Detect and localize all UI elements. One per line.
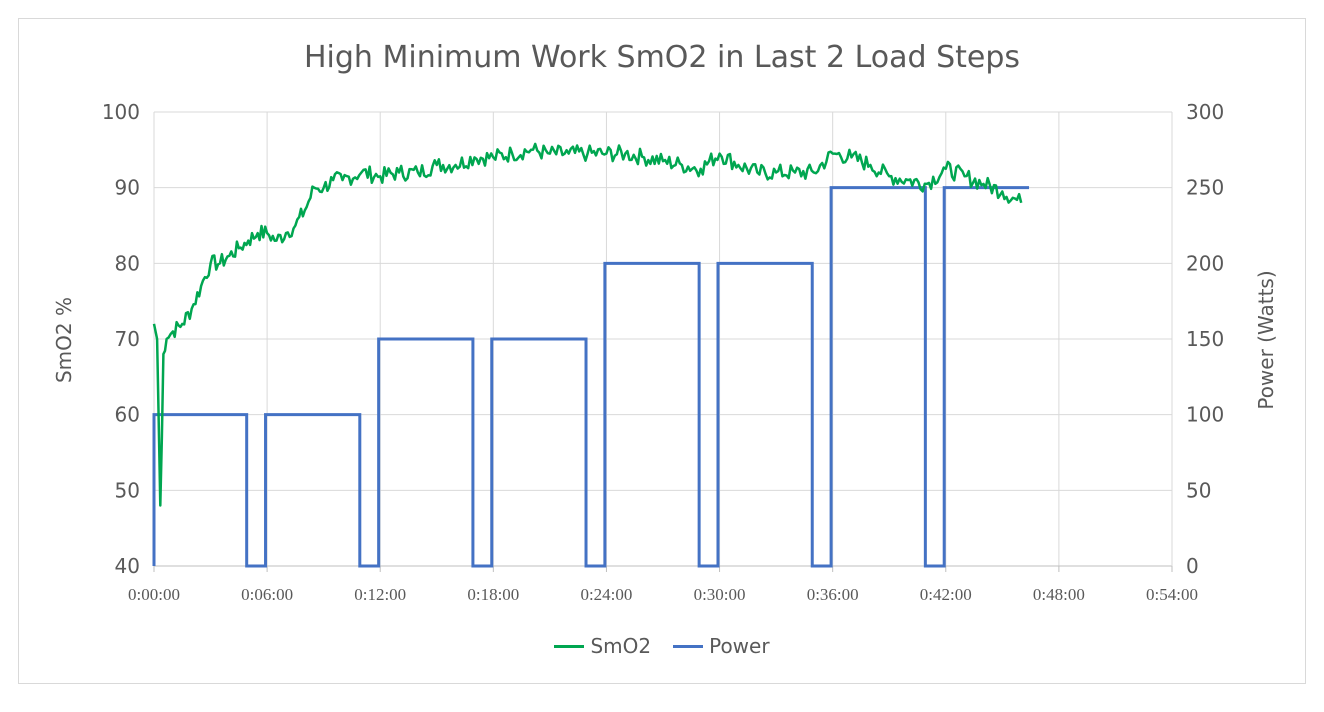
y-left-tick-label: 40	[115, 554, 140, 578]
x-tick-label: 0:06:00	[241, 585, 293, 604]
legend: SmO2 Power	[0, 634, 1324, 658]
legend-item-smo2: SmO2	[554, 634, 651, 658]
x-tick-label: 0:18:00	[467, 585, 519, 604]
x-tick-label: 0:00:00	[128, 585, 180, 604]
y-left-tick-label: 90	[115, 176, 140, 200]
legend-swatch-smo2	[554, 644, 585, 648]
grid-lines	[153, 111, 1173, 567]
x-tick-label: 0:48:00	[1033, 585, 1085, 604]
chart-frame	[18, 18, 1306, 684]
x-tick-label: 0:36:00	[807, 585, 859, 604]
x-tick-label: 0:30:00	[694, 585, 746, 604]
y-axis-left-title: SmO2 %	[52, 296, 76, 384]
x-tick-label: 0:12:00	[354, 585, 406, 604]
y-right-tick-label: 150	[1186, 327, 1224, 351]
y-left-tick-label: 80	[115, 251, 140, 275]
y-right-tick-label: 200	[1186, 251, 1224, 275]
x-tick-label: 0:24:00	[580, 585, 632, 604]
y-right-tick-label: 300	[1186, 100, 1224, 124]
legend-label-smo2: SmO2	[590, 634, 652, 658]
legend-item-power: Power	[673, 634, 770, 658]
y-axis-right-title: Power (Watts)	[1254, 270, 1278, 410]
y-left-tick-label: 50	[115, 478, 140, 502]
y-right-tick-label: 250	[1186, 176, 1224, 200]
tick-labels: 40 50 60 70 80 90 100 0 50 100 150 200 250 300 0:00:00…	[102, 100, 1224, 604]
x-tick-label: 0:54:00	[1146, 585, 1198, 604]
axes	[153, 112, 1173, 572]
y-left-tick-label: 100	[102, 100, 140, 124]
legend-swatch-power	[673, 644, 704, 648]
y-left-tick-label: 60	[115, 403, 140, 427]
series-lines	[152, 142, 1030, 568]
y-right-tick-label: 100	[1186, 403, 1224, 427]
legend-label-power: Power	[709, 634, 770, 658]
x-tick-label: 0:42:00	[920, 585, 972, 604]
chart-title: High Minimum Work SmO2 in Last 2 Load St…	[303, 40, 1021, 75]
y-right-tick-label: 0	[1186, 554, 1199, 578]
y-right-tick-label: 50	[1186, 478, 1211, 502]
power-series-line	[152, 186, 1030, 568]
smo2-series-line	[152, 142, 1023, 507]
y-left-tick-label: 70	[115, 327, 140, 351]
